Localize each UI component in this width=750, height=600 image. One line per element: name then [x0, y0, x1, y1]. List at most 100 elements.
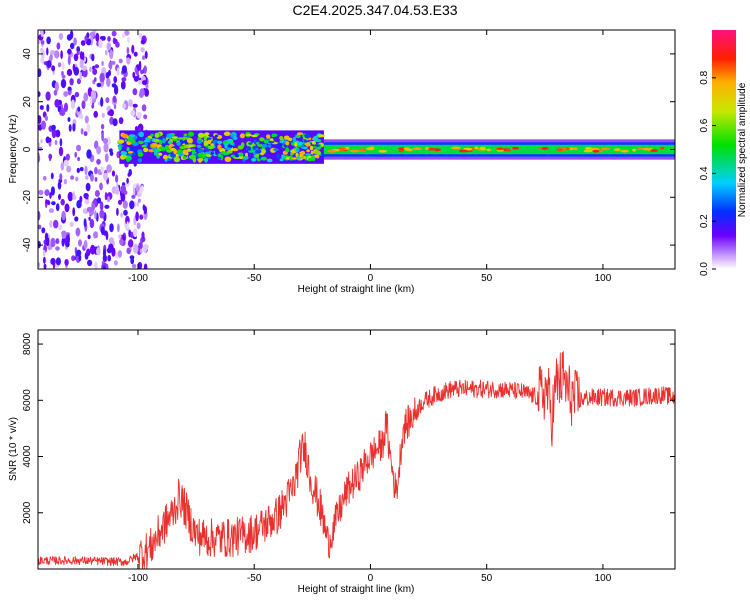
spectral-blob — [183, 133, 188, 137]
spectral-blob — [206, 137, 212, 140]
speckle-mark — [131, 263, 137, 269]
peak-mark — [433, 148, 442, 152]
speckle-mark — [46, 60, 52, 68]
peak-mark — [369, 146, 375, 150]
speckle-mark — [63, 159, 69, 167]
speckle-mark — [126, 247, 131, 255]
speckle-mark — [101, 60, 104, 67]
speckle-mark — [76, 46, 81, 53]
speckle-mark — [78, 239, 82, 247]
speckle-mark — [84, 115, 89, 124]
speckle-mark — [67, 191, 74, 202]
peak-mark — [486, 148, 492, 152]
speckle-mark — [63, 91, 69, 97]
speckle-mark — [108, 61, 113, 69]
speckle-mark — [38, 210, 41, 221]
spectral-blob — [173, 148, 178, 155]
speckle-mark — [50, 237, 56, 248]
speckle-mark — [140, 185, 144, 193]
speckle-mark — [40, 47, 44, 53]
speckle-mark — [116, 207, 119, 216]
speckle-mark — [40, 30, 44, 38]
spectral-blob — [145, 137, 150, 141]
spectral-blob — [314, 150, 321, 155]
peak-mark — [378, 149, 388, 153]
speckle-mark — [90, 244, 96, 255]
peak-mark — [600, 147, 610, 151]
speckle-mark — [132, 228, 138, 238]
speckle-mark — [38, 142, 41, 147]
speckle-mark — [96, 82, 102, 88]
peak-mark — [474, 146, 479, 150]
speckle-mark — [69, 221, 74, 227]
speckle-mark — [94, 77, 97, 82]
spectral-blob — [251, 134, 258, 138]
speckle-mark — [118, 58, 123, 64]
spectral-blob — [215, 134, 219, 138]
speckle-mark — [49, 50, 56, 55]
speckle-mark — [79, 167, 84, 172]
speckle-mark — [143, 263, 148, 269]
peak-mark — [505, 148, 511, 152]
speckle-mark — [46, 36, 51, 45]
peak-mark — [637, 147, 644, 151]
speckle-mark — [87, 259, 93, 267]
speckle-mark — [83, 218, 87, 228]
spectral-blob — [164, 144, 169, 151]
spectral-blob — [261, 144, 268, 148]
speckle-mark — [104, 204, 110, 209]
speckle-mark — [126, 177, 129, 184]
speckle-mark — [70, 42, 75, 50]
speckle-mark — [132, 103, 138, 108]
speckle-mark — [93, 231, 99, 239]
speckle-mark — [130, 110, 136, 117]
spectral-blob — [240, 133, 245, 139]
speckle-mark — [94, 64, 100, 69]
speckle-mark — [60, 162, 65, 171]
speckle-mark — [105, 263, 109, 269]
snr-line-group — [38, 351, 675, 569]
snr-panel: 2000 4000 6000 8000 -100 -50 0 50 100 Height of… — [8, 329, 676, 595]
spectral-blob — [295, 148, 300, 152]
speckle-mark — [132, 186, 136, 197]
speckle-mark — [41, 227, 46, 234]
peak-mark — [398, 149, 404, 153]
speckle-mark — [60, 198, 65, 206]
y-tick-label: -40 — [22, 237, 33, 252]
spectral-blob — [273, 148, 279, 152]
spectral-blob — [158, 139, 163, 145]
speckle-mark — [70, 175, 74, 180]
spectral-blob — [267, 158, 272, 162]
speckle-mark — [74, 216, 79, 222]
speckle-mark — [131, 44, 135, 54]
speckle-mark — [59, 138, 63, 147]
peak-mark — [451, 146, 461, 150]
colorbar-label: Normalized spectral amplitude — [737, 82, 748, 217]
spectral-blob — [141, 144, 146, 148]
band-segment-0 — [38, 30, 150, 269]
speckle-mark — [144, 50, 148, 59]
speckle-mark — [140, 69, 144, 75]
spectral-blob — [163, 132, 167, 139]
speckle-mark — [117, 250, 122, 258]
spectrogram-y-ticks: -40 -20 0 20 40 — [22, 48, 675, 252]
spectrogram-x-label: Height of straight line (km) — [298, 284, 415, 295]
speckle-mark — [43, 263, 47, 269]
speckle-mark — [86, 149, 92, 159]
speckle-mark — [69, 78, 74, 86]
speckle-mark — [46, 47, 49, 56]
speckle-mark — [144, 88, 150, 97]
speckle-mark — [98, 39, 103, 49]
speckle-mark — [142, 80, 147, 86]
spectral-blob — [310, 150, 314, 155]
spectral-blob — [126, 158, 130, 162]
colorbar-ticks: 0.0 0.2 0.4 0.6 0.8 — [699, 70, 716, 276]
speckle-mark — [120, 212, 123, 218]
spectral-blob — [289, 155, 294, 161]
speckle-mark — [100, 226, 105, 236]
speckle-mark — [83, 239, 88, 250]
spectral-blob — [127, 153, 133, 157]
spectral-blob — [266, 134, 271, 139]
peak-mark — [583, 149, 593, 153]
spectral-blob — [223, 131, 231, 136]
